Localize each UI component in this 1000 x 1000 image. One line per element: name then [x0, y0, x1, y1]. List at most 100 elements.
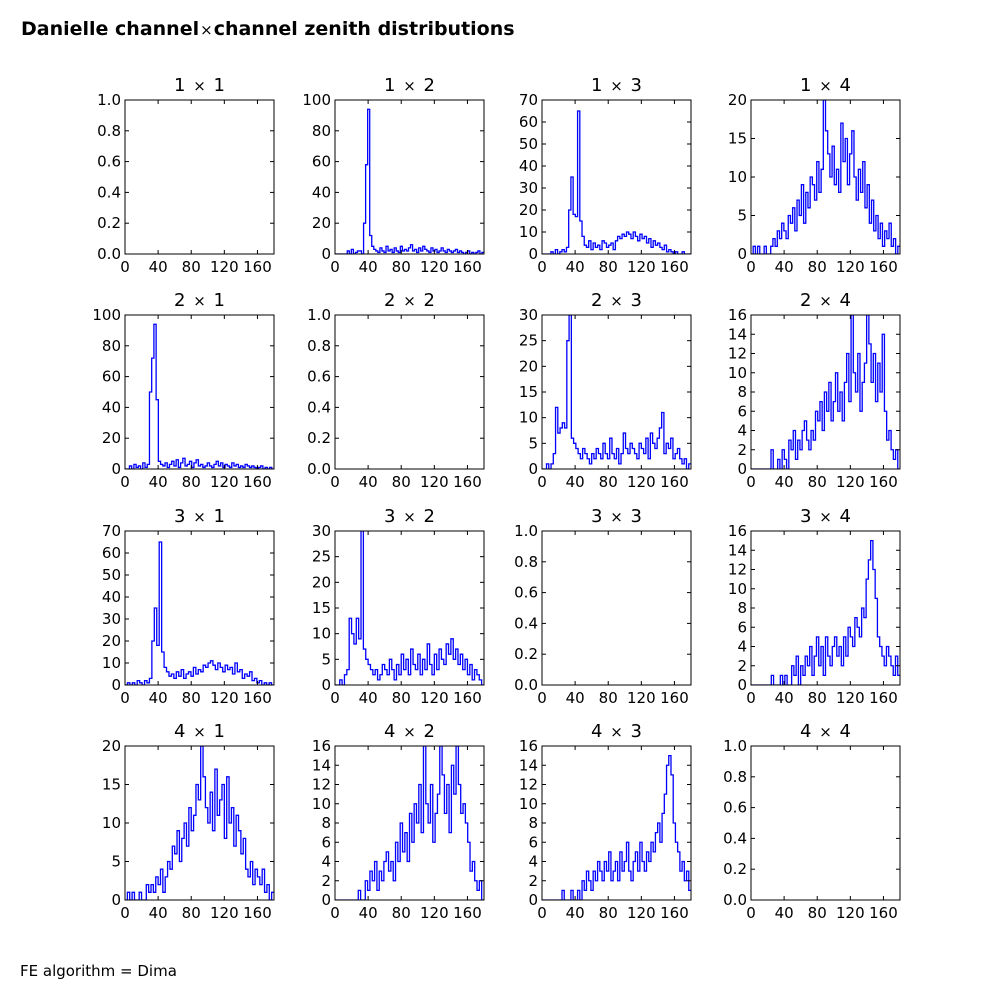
- y-tick-label: 50: [102, 566, 121, 584]
- y-tick-label: 8: [528, 814, 538, 832]
- subplot-title-row: 1: [591, 75, 608, 96]
- y-tick-label: 12: [728, 561, 747, 579]
- y-tick-label: 30: [102, 610, 121, 628]
- y-tick-label: 0.2: [723, 860, 747, 878]
- x-tick-label: 120: [836, 689, 865, 707]
- times-symbol: ×: [403, 723, 416, 741]
- y-tick-label: 70: [519, 91, 538, 109]
- x-tick-label: 40: [149, 689, 168, 707]
- x-tick-label: 0: [537, 689, 547, 707]
- x-tick-label: 160: [869, 904, 898, 922]
- times-symbol: ×: [819, 508, 832, 526]
- x-tick-label: 120: [627, 258, 656, 276]
- axes-frame: [750, 745, 901, 901]
- x-tick-label: 40: [566, 904, 585, 922]
- subplot-title: 2 × 2: [384, 290, 435, 311]
- y-tick-label: 40: [519, 157, 538, 175]
- x-tick-label: 40: [566, 258, 585, 276]
- subplot-title-col: 1: [208, 721, 225, 742]
- x-tick-label: 160: [660, 258, 689, 276]
- y-tick-label: 25: [312, 548, 331, 566]
- y-tick-label: 0: [321, 676, 331, 694]
- y-tick-label: 30: [519, 306, 538, 324]
- x-tick-label: 40: [566, 689, 585, 707]
- x-tick-label: 120: [836, 258, 865, 276]
- y-tick-label: 80: [312, 122, 331, 140]
- y-tick-label: 20: [728, 91, 747, 109]
- subplot-title-row: 4: [800, 721, 817, 742]
- x-tick-label: 80: [392, 689, 411, 707]
- y-tick-label: 0.4: [514, 614, 538, 632]
- x-tick-label: 0: [330, 473, 340, 491]
- y-tick-label: 0.8: [723, 768, 747, 786]
- y-tick-label: 5: [737, 207, 747, 225]
- y-tick-label: 2: [528, 872, 538, 890]
- axes-frame: [541, 99, 692, 255]
- subplot-title-col: 4: [834, 290, 851, 311]
- y-tick-label: 0.6: [307, 368, 331, 386]
- y-tick-label: 5: [321, 650, 331, 668]
- subplot-title-row: 2: [800, 290, 817, 311]
- y-tick-label: 10: [102, 654, 121, 672]
- y-tick-label: 1.0: [723, 737, 747, 755]
- y-tick-label: 60: [102, 368, 121, 386]
- x-tick-label: 120: [420, 904, 449, 922]
- x-tick-label: 0: [537, 473, 547, 491]
- x-tick-label: 80: [182, 473, 201, 491]
- y-tick-label: 0.0: [97, 245, 121, 263]
- subplot-title: 1 × 1: [174, 75, 225, 96]
- series-line: [542, 754, 691, 900]
- y-tick-label: 100: [92, 306, 121, 324]
- axes-frame: [334, 314, 485, 470]
- axes-frame: [124, 314, 275, 470]
- y-tick-label: 1.0: [307, 306, 331, 324]
- x-tick-label: 160: [243, 258, 272, 276]
- y-tick-label: 20: [102, 737, 121, 755]
- y-tick-label: 1.0: [97, 91, 121, 109]
- x-tick-label: 120: [210, 258, 239, 276]
- y-tick-label: 10: [728, 580, 747, 598]
- y-tick-label: 10: [102, 814, 121, 832]
- x-tick-label: 0: [120, 689, 130, 707]
- x-tick-label: 120: [627, 904, 656, 922]
- times-symbol: ×: [200, 21, 213, 39]
- y-tick-label: 10: [519, 223, 538, 241]
- y-tick-label: 40: [312, 183, 331, 201]
- x-tick-label: 80: [392, 473, 411, 491]
- x-tick-label: 160: [243, 904, 272, 922]
- subplot-3-3: 3 × 3 0 40 80 120 160 0.0 0.2 0.4 0.6 0.8 1.0: [514, 506, 692, 707]
- x-tick-label: 0: [330, 258, 340, 276]
- y-tick-label: 0.4: [307, 398, 331, 416]
- y-tick-label: 70: [102, 522, 121, 540]
- x-tick-label: 160: [243, 689, 272, 707]
- footer-note: FE algorithm = Dima: [20, 962, 177, 980]
- x-tick-label: 0: [746, 689, 756, 707]
- series-line: [125, 746, 274, 900]
- y-tick-label: 16: [728, 306, 747, 324]
- y-tick-label: 8: [321, 814, 331, 832]
- x-tick-label: 120: [627, 473, 656, 491]
- y-tick-label: 4: [321, 853, 331, 871]
- y-tick-label: 0: [321, 891, 331, 909]
- y-tick-label: 0: [321, 245, 331, 263]
- y-tick-label: 0.6: [723, 799, 747, 817]
- x-tick-label: 0: [120, 904, 130, 922]
- times-symbol: ×: [403, 292, 416, 310]
- y-tick-label: 20: [519, 357, 538, 375]
- y-tick-label: 14: [312, 756, 331, 774]
- x-tick-label: 40: [775, 258, 794, 276]
- y-tick-label: 40: [102, 398, 121, 416]
- x-tick-label: 40: [359, 258, 378, 276]
- y-tick-label: 10: [519, 409, 538, 427]
- x-tick-label: 160: [453, 258, 482, 276]
- y-tick-label: 20: [312, 573, 331, 591]
- times-symbol: ×: [819, 723, 832, 741]
- x-tick-label: 120: [836, 473, 865, 491]
- subplot-title: 1 × 4: [800, 75, 851, 96]
- subplot-title-row: 1: [174, 75, 191, 96]
- axes-frame: [124, 745, 275, 901]
